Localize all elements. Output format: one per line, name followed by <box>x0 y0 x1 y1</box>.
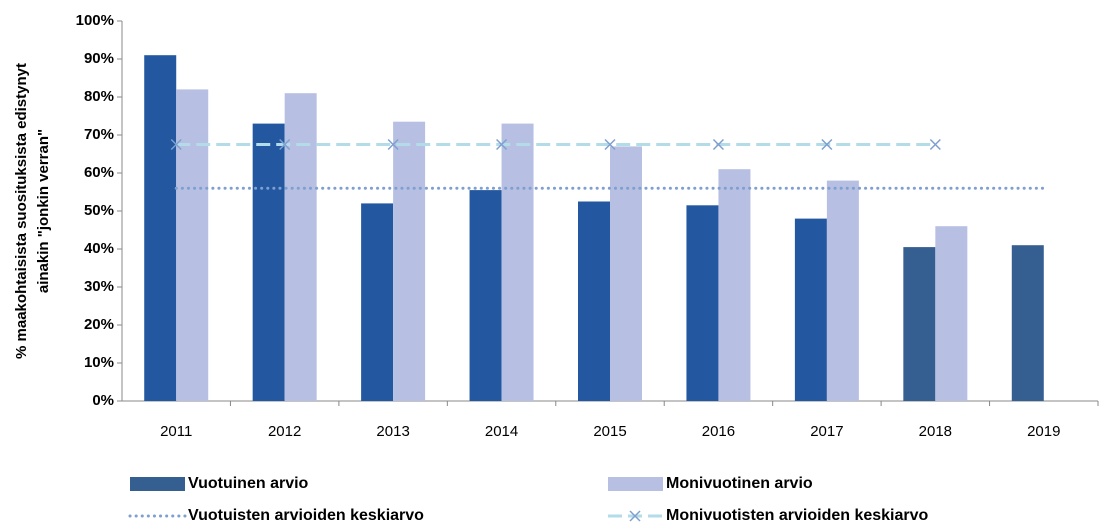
x-tick-label: 2017 <box>810 423 843 440</box>
y-tick-label: 50% <box>84 202 114 219</box>
bar <box>469 190 502 401</box>
legend-label: Monivuotinen arvio <box>666 475 813 492</box>
bar <box>361 203 394 401</box>
line-marker <box>604 138 616 151</box>
x-tick-label: 2013 <box>376 423 409 440</box>
bar <box>393 121 426 401</box>
x-tick-label: 2011 <box>160 423 192 440</box>
y-axis-title-line: ainakin "jonkin verran" <box>35 129 52 293</box>
bar <box>826 180 859 401</box>
bar <box>176 89 209 402</box>
y-tick-label: 40% <box>84 240 114 257</box>
y-tick-label: 100% <box>76 12 114 29</box>
y-tick-label: 0% <box>92 392 114 409</box>
bar <box>252 123 285 401</box>
legend-swatch <box>130 477 185 491</box>
bar <box>718 169 751 401</box>
x-tick-label: 2019 <box>1027 423 1060 440</box>
line-marker <box>496 138 508 151</box>
x-tick-label: 2015 <box>593 423 626 440</box>
bar <box>903 247 936 401</box>
bar <box>578 201 610 401</box>
x-tick-label: 2016 <box>702 423 735 440</box>
line-marker <box>170 138 182 151</box>
y-tick-label: 10% <box>84 354 114 371</box>
legend-label: Monivuotisten arvioiden keskiarvo <box>666 507 929 524</box>
x-tick-label: 2018 <box>919 423 952 440</box>
bar <box>935 226 968 401</box>
line-marker <box>712 138 724 151</box>
line-marker <box>629 510 641 522</box>
legend-label: Vuotuisten arvioiden keskiarvo <box>188 507 424 524</box>
bar <box>686 205 719 401</box>
bar <box>610 146 642 401</box>
line-marker <box>387 138 399 151</box>
y-axis-title: % maakohtaisista suosituksista edistynyt… <box>13 63 52 359</box>
x-tick-label: 2014 <box>485 423 518 440</box>
bar <box>501 123 534 401</box>
line-marker <box>279 138 291 151</box>
legend-label: Vuotuinen arvio <box>188 475 309 492</box>
x-tick-label: 2012 <box>268 423 301 440</box>
line-marker <box>929 138 941 151</box>
legend-swatch <box>608 477 663 491</box>
y-tick-label: 70% <box>84 126 114 143</box>
y-tick-label: 20% <box>84 316 114 333</box>
y-tick-label: 90% <box>84 50 114 67</box>
y-tick-label: 30% <box>84 278 114 295</box>
bar <box>1011 245 1044 401</box>
bar <box>144 55 177 401</box>
line-marker <box>821 138 833 151</box>
bar <box>794 218 827 401</box>
y-tick-label: 60% <box>84 164 114 181</box>
y-axis-title-line: % maakohtaisista suosituksista edistynyt <box>13 63 30 359</box>
y-tick-label: 80% <box>84 88 114 105</box>
